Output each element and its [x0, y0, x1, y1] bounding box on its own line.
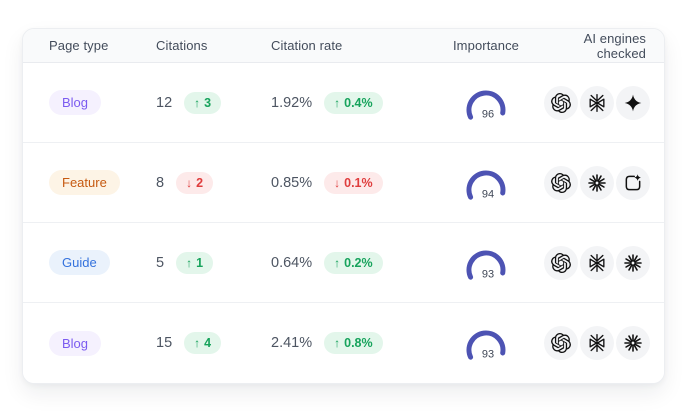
citations-delta-badge: ↓ 2	[176, 171, 214, 194]
citations-delta-value: 1	[196, 255, 204, 270]
citations-delta-value: 4	[204, 336, 212, 350]
citations-delta-value: 3	[204, 95, 212, 110]
perplexity-icon	[580, 245, 614, 280]
citation-rate-delta-value: 0.1%	[344, 175, 373, 190]
citation-rate-cell: 1.92% ↑ 0.4%	[271, 91, 428, 114]
table-row[interactable]: Blog 15 ↑ 4 2.41% ↑ 0.8% 93	[23, 303, 664, 383]
openai-icon	[544, 165, 578, 200]
engines-cell	[544, 326, 654, 360]
trend-arrow-icon: ↓	[334, 175, 341, 190]
column-header-ai-engines: AI engines checked	[583, 30, 646, 61]
table-header-row: Page type Citations Citation rate Import…	[23, 29, 664, 63]
citation-rate-cell: 0.64% ↑ 0.2%	[271, 251, 428, 274]
table-row[interactable]: Blog 12 ↑ 3 1.92% ↑ 0.4% 96	[23, 63, 664, 143]
citation-rate-delta-value: 0.4%	[344, 95, 373, 110]
column-header-citations: Citations	[156, 38, 208, 53]
citation-rate-delta-badge: ↑ 0.4%	[324, 91, 383, 114]
citation-rate-delta-badge: ↓ 0.1%	[324, 171, 383, 194]
citation-rate-cell: 0.85% ↓ 0.1%	[271, 171, 428, 194]
openai-icon	[544, 85, 578, 120]
citations-table-card: Page type Citations Citation rate Import…	[22, 28, 665, 384]
importance-gauge: 93	[466, 249, 506, 280]
page-type-badge: Blog	[49, 330, 102, 356]
page-type-cell: Blog	[49, 90, 156, 115]
trend-arrow-icon: ↑	[334, 95, 341, 110]
importance-cell: 93	[428, 246, 544, 280]
perplexity-icon	[580, 326, 614, 360]
citations-delta-badge: ↑ 1	[176, 251, 214, 274]
citation-rate-delta-badge: ↑ 0.2%	[324, 251, 383, 274]
column-header-citation-rate: Citation rate	[271, 38, 343, 53]
importance-gauge: 96	[466, 89, 506, 120]
engines-cell	[544, 165, 654, 200]
trend-arrow-icon: ↑	[194, 95, 201, 110]
table-row[interactable]: Guide 5 ↑ 1 0.64% ↑ 0.2% 93	[23, 223, 664, 303]
citation-rate-cell: 2.41% ↑ 0.8%	[271, 332, 428, 354]
engines-cell	[544, 245, 654, 280]
trend-arrow-icon: ↑	[186, 255, 193, 270]
page-type-cell: Guide	[49, 250, 156, 275]
citations-cell: 12 ↑ 3	[156, 91, 271, 114]
importance-gauge: 93	[466, 330, 506, 361]
compose-icon	[616, 165, 650, 200]
citations-cell: 5 ↑ 1	[156, 251, 271, 274]
citation-rate-value: 2.41%	[271, 335, 313, 351]
claude-icon	[616, 326, 650, 360]
page-type-badge: Blog	[49, 90, 102, 115]
engines-cell	[544, 85, 654, 120]
claude-icon	[616, 245, 650, 280]
citations-cell: 8 ↓ 2	[156, 171, 271, 194]
trend-arrow-icon: ↓	[186, 175, 193, 190]
table-row[interactable]: Feature 8 ↓ 2 0.85% ↓ 0.1% 94	[23, 143, 664, 223]
perplexity-icon	[580, 85, 614, 120]
importance-value: 93	[482, 268, 494, 280]
citations-value: 15	[156, 335, 173, 351]
importance-cell: 93	[428, 326, 544, 360]
citation-rate-delta-value: 0.2%	[344, 255, 373, 270]
citation-rate-delta-value: 0.8%	[344, 336, 373, 350]
openai-icon	[544, 326, 578, 360]
column-header-importance: Importance	[452, 38, 520, 53]
citations-value: 5	[156, 254, 165, 271]
citations-delta-badge: ↑ 3	[184, 91, 222, 114]
importance-cell: 94	[428, 166, 544, 200]
page-type-cell: Feature	[49, 170, 156, 195]
citations-delta-value: 2	[196, 175, 204, 190]
importance-value: 96	[482, 108, 494, 120]
table-body: Blog 12 ↑ 3 1.92% ↑ 0.4% 96 Feature	[23, 63, 664, 383]
citation-rate-value: 0.64%	[271, 254, 313, 271]
claude-icon	[580, 165, 614, 200]
gemini-icon	[616, 85, 650, 120]
trend-arrow-icon: ↑	[334, 255, 341, 270]
page-type-cell: Blog	[49, 330, 156, 356]
importance-cell: 96	[428, 86, 544, 120]
citations-cell: 15 ↑ 4	[156, 332, 271, 354]
importance-gauge: 94	[466, 169, 506, 200]
citations-delta-badge: ↑ 4	[184, 332, 222, 354]
page-type-badge: Feature	[49, 170, 120, 195]
trend-arrow-icon: ↑	[334, 336, 341, 350]
citation-rate-value: 1.92%	[271, 94, 313, 111]
citations-value: 8	[156, 174, 165, 191]
openai-icon	[544, 245, 578, 280]
importance-value: 94	[482, 188, 494, 200]
importance-value: 93	[482, 349, 494, 361]
column-header-page-type: Page type	[49, 38, 109, 53]
citation-rate-value: 0.85%	[271, 174, 313, 191]
citation-rate-delta-badge: ↑ 0.8%	[324, 332, 383, 354]
citations-value: 12	[156, 94, 173, 111]
trend-arrow-icon: ↑	[194, 336, 201, 350]
page-type-badge: Guide	[49, 250, 110, 275]
